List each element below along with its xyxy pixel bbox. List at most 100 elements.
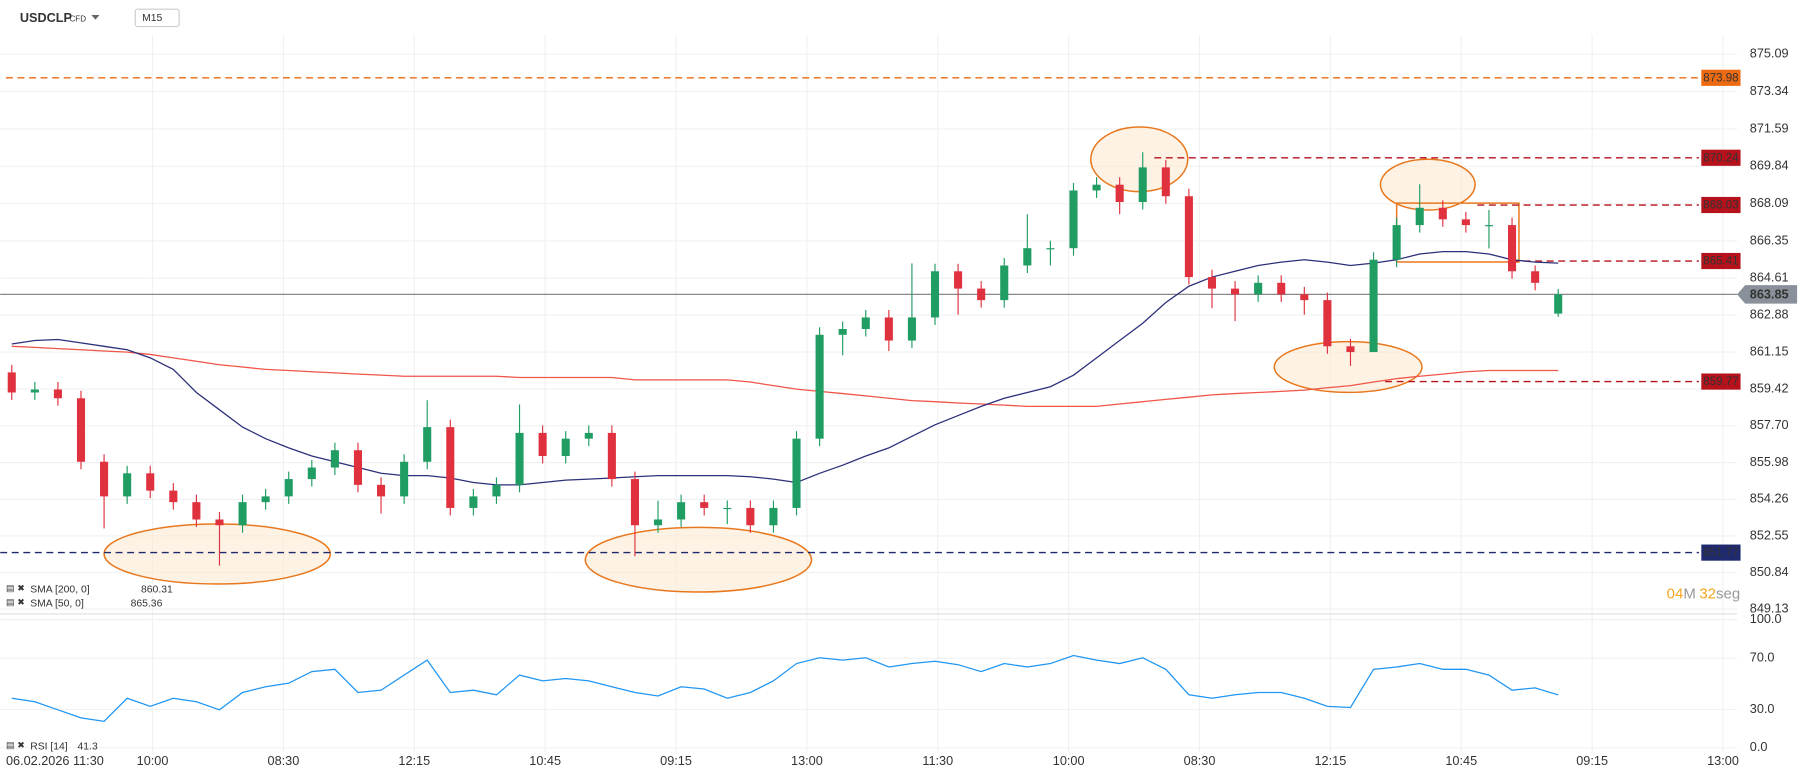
- candle-body: [1161, 167, 1170, 197]
- y-tick-label: 859.42: [1750, 381, 1789, 395]
- candle-body: [723, 507, 732, 510]
- timeframe-button[interactable]: [134, 8, 180, 28]
- candle-body: [700, 502, 709, 508]
- candle-body: [1300, 294, 1309, 301]
- candle-body: [977, 288, 986, 301]
- x-tick-label: 11:30: [922, 754, 953, 768]
- candle-body: [1184, 196, 1193, 278]
- legend-icon: ▤ ✖: [6, 740, 25, 750]
- candle-body: [1369, 259, 1378, 353]
- rsi-tick-label: 100.0: [1750, 612, 1782, 626]
- candle-body: [1554, 294, 1563, 314]
- level-label: 868.03: [1703, 200, 1738, 212]
- level-label: 859.77: [1703, 376, 1738, 388]
- candle-body: [815, 334, 824, 439]
- candle-body: [192, 502, 201, 520]
- timer-unit: seg: [1716, 585, 1740, 602]
- candle-body: [215, 519, 224, 526]
- y-tick-label: 850.84: [1750, 565, 1789, 579]
- candle-body: [261, 496, 270, 503]
- x-tick-label: 09:15: [660, 754, 692, 768]
- candle-body: [76, 398, 86, 462]
- timer: 04M 32seg: [1667, 585, 1741, 602]
- candle-body: [123, 473, 132, 497]
- annotation-ellipse: [1379, 158, 1476, 211]
- level-label: 865.41: [1703, 256, 1738, 268]
- candle-body: [1115, 184, 1124, 203]
- timer-seconds: 32: [1699, 585, 1716, 602]
- candle-body: [53, 389, 62, 399]
- candle-body: [1069, 190, 1078, 249]
- candle-body: [1092, 184, 1101, 191]
- level-label-box: [1701, 149, 1741, 166]
- candle-body: [746, 507, 755, 526]
- candle-body: [400, 461, 409, 497]
- candle-body: [1231, 288, 1240, 295]
- candle-body: [284, 479, 293, 497]
- x-tick-label: 10:00: [137, 754, 169, 768]
- candle-body: [1277, 282, 1286, 295]
- candle-body: [838, 328, 847, 335]
- x-tick-label: 13:00: [1707, 754, 1739, 768]
- rsi-tick-label: 70.0: [1750, 651, 1775, 665]
- x-tick-label: 12:15: [398, 754, 430, 768]
- y-tick-label: 864.61: [1750, 270, 1789, 284]
- candle-body: [584, 432, 593, 439]
- level-label: 870.24: [1703, 152, 1739, 164]
- candle-body: [469, 496, 478, 508]
- indicator-legend: ▤ ✖ SMA [200, 0] ▤ ✖ SMA [50, 0] ▤ ✖ RSI…: [6, 583, 90, 752]
- level-label-box: [1701, 544, 1741, 561]
- legend-name: SMA [200, 0]: [30, 584, 90, 595]
- y-tick-label: 852.55: [1750, 528, 1789, 542]
- x-tick-label: 06.02.2026 11:30: [6, 754, 104, 768]
- level-label: 873.98: [1703, 72, 1738, 84]
- level-label: 851.77: [1703, 547, 1738, 559]
- x-tick-label: 08:30: [268, 754, 300, 768]
- y-tick-label: 862.88: [1750, 307, 1789, 321]
- grid: [0, 34, 1738, 753]
- candle-body: [7, 372, 16, 393]
- candle-body: [492, 484, 501, 497]
- x-tick-label: 09:15: [1576, 754, 1608, 768]
- candle-body: [1438, 207, 1447, 220]
- candle-body: [1531, 271, 1540, 283]
- candle-body: [561, 438, 570, 456]
- candle-body: [1254, 282, 1263, 295]
- y-tick-label: 861.15: [1750, 344, 1789, 358]
- legend-name: RSI [14]: [30, 741, 68, 752]
- candle-body: [792, 438, 801, 508]
- legend-icon: ▤ ✖: [6, 597, 25, 607]
- candle-body: [515, 432, 524, 485]
- sma-line: [11, 345, 1559, 408]
- x-tick-label: 13:00: [791, 754, 823, 768]
- x-tick-label: 08:30: [1184, 754, 1216, 768]
- timer-unit: M: [1683, 585, 1696, 602]
- candle-body: [607, 432, 616, 480]
- rsi-tick-label: 0.0: [1750, 740, 1768, 754]
- candle-body: [238, 502, 247, 526]
- candle-body: [353, 450, 363, 485]
- candle-body: [146, 473, 155, 491]
- candle-body: [1000, 265, 1009, 301]
- legend-value: 41.3: [78, 741, 98, 752]
- annotation-ellipse: [103, 523, 332, 585]
- rsi-line: [11, 654, 1559, 722]
- timer-minutes: 04: [1667, 585, 1684, 602]
- candle-body: [169, 490, 178, 503]
- level-label-box: [1701, 373, 1741, 390]
- candle-body: [677, 502, 686, 520]
- candle-body: [930, 271, 940, 318]
- level-label-box: [1701, 69, 1741, 86]
- candle-body: [1138, 167, 1147, 203]
- x-tick-label: 12:15: [1315, 754, 1347, 768]
- x-tick-label: 10:00: [1053, 754, 1085, 768]
- timeframe: M15: [142, 13, 162, 24]
- y-tick-label: 857.70: [1750, 418, 1789, 432]
- legend-value: 865.36: [131, 598, 163, 609]
- candle-body: [1392, 225, 1401, 260]
- dropdown-arrow[interactable]: [91, 15, 100, 20]
- candle-body: [423, 427, 432, 462]
- candle-body: [377, 484, 386, 497]
- candle-body: [1207, 277, 1217, 289]
